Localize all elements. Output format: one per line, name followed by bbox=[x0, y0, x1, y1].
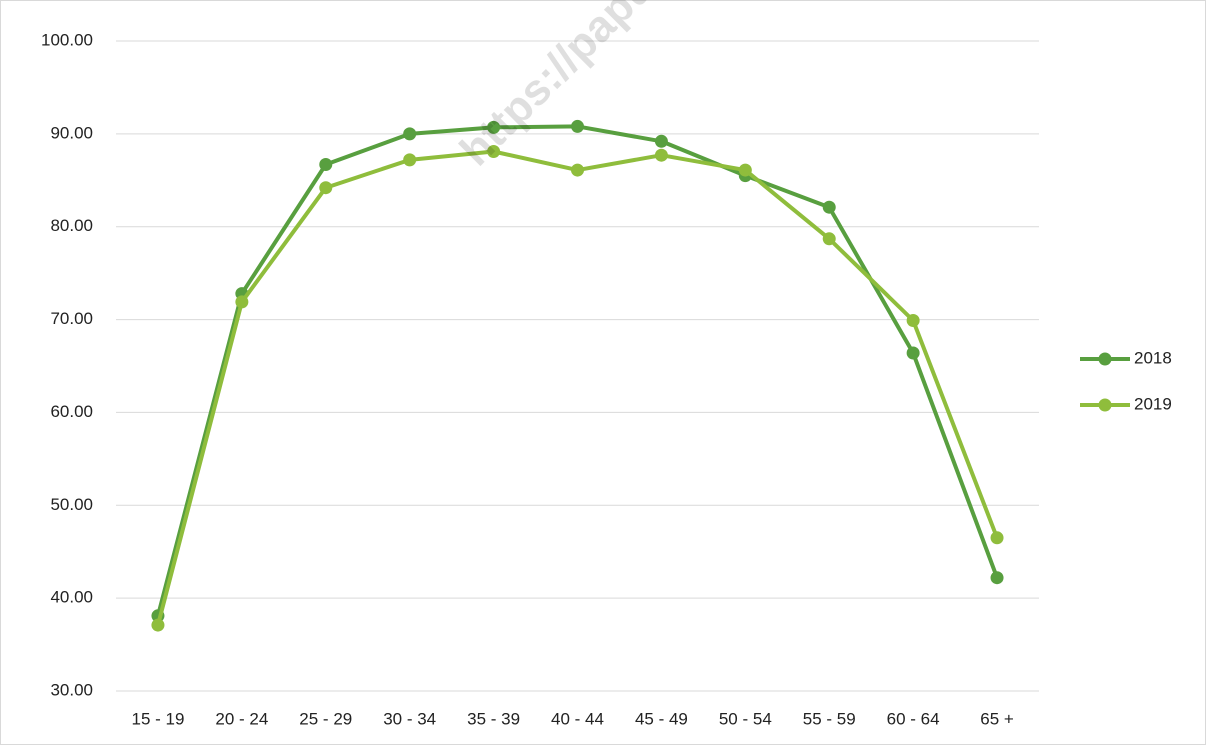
legend-marker bbox=[1098, 352, 1112, 366]
data-point bbox=[151, 618, 165, 632]
data-point bbox=[487, 145, 501, 158]
data-point bbox=[738, 163, 752, 177]
y-tick-label: 30.00 bbox=[50, 680, 93, 699]
data-point bbox=[822, 200, 836, 214]
x-tick-label: 25 - 29 bbox=[299, 709, 352, 728]
x-tick-label: 30 - 34 bbox=[383, 709, 436, 728]
y-tick-label: 60.00 bbox=[50, 402, 93, 421]
legend-label: 2019 bbox=[1134, 394, 1172, 413]
data-point bbox=[906, 314, 920, 327]
x-tick-label: 65 + bbox=[980, 709, 1014, 728]
data-point bbox=[822, 232, 836, 246]
x-tick-label: 60 - 64 bbox=[887, 709, 940, 728]
data-point bbox=[990, 531, 1004, 545]
y-tick-label: 100.00 bbox=[41, 30, 93, 49]
y-tick-label: 50.00 bbox=[50, 495, 93, 514]
data-point bbox=[654, 148, 668, 162]
data-point bbox=[571, 119, 584, 133]
x-tick-label: 45 - 49 bbox=[635, 709, 688, 728]
x-tick-label: 20 - 24 bbox=[215, 709, 268, 728]
legend-label: 2018 bbox=[1134, 348, 1172, 367]
data-point bbox=[319, 181, 333, 195]
data-point bbox=[571, 163, 584, 177]
data-point bbox=[990, 571, 1004, 585]
data-point bbox=[235, 295, 249, 309]
data-point bbox=[319, 158, 333, 171]
x-tick-label: 15 - 19 bbox=[131, 709, 184, 728]
data-point bbox=[403, 127, 417, 141]
y-tick-label: 80.00 bbox=[50, 216, 93, 235]
x-tick-label: 35 - 39 bbox=[467, 709, 520, 728]
x-tick-label: 55 - 59 bbox=[803, 709, 856, 728]
plot-area: 30.00 40.00 50.00 60.00 70.00 80.00 90.00 100.0… bbox=[41, 30, 1172, 728]
data-point bbox=[906, 346, 920, 360]
data-point bbox=[403, 153, 417, 167]
legend-marker bbox=[1098, 398, 1112, 412]
x-tick-label: 40 - 44 bbox=[551, 709, 604, 728]
x-tick-label: 50 - 54 bbox=[719, 709, 772, 728]
y-tick-label: 40.00 bbox=[50, 588, 93, 607]
y-tick-label: 70.00 bbox=[50, 309, 93, 328]
y-tick-label: 90.00 bbox=[50, 123, 93, 142]
data-point bbox=[487, 120, 501, 134]
data-point bbox=[654, 134, 668, 148]
